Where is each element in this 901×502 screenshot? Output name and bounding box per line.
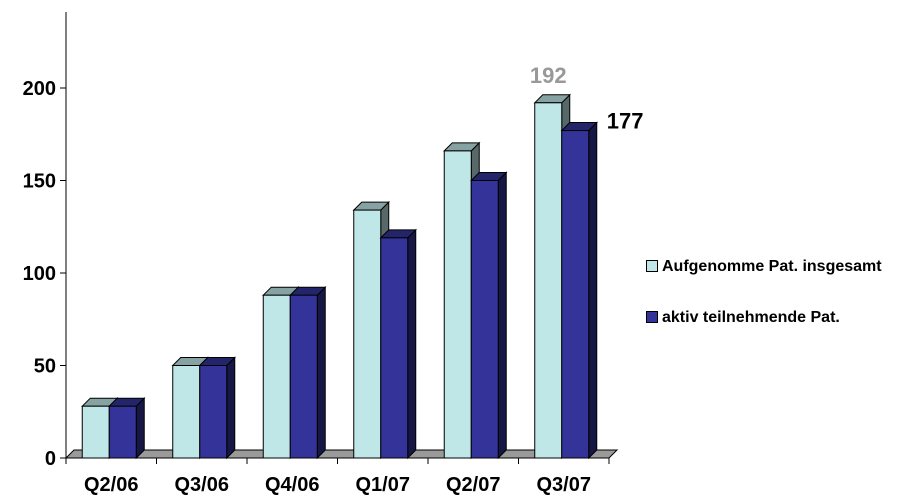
bar-front [289,294,318,459]
bar-front [262,294,291,459]
bar [289,285,327,460]
bar-front [561,130,590,459]
x-tick-label: Q4/06 [265,474,319,496]
y-tick-label: 0 [45,448,56,470]
x-tick-label: Q2/07 [446,474,500,496]
bar-side [316,285,326,460]
bar-side [226,356,236,460]
bar [108,396,146,460]
y-axis: 0 50 100 150 200 [23,12,67,470]
bar [470,171,508,460]
y-tick-label: 100 [23,263,56,285]
bar [379,228,417,460]
bar-front [534,102,563,459]
bar-side [497,171,507,460]
bar [560,121,598,460]
y-tick-label: 200 [23,78,56,100]
bar [443,141,481,460]
legend-swatch-aufgenomme [646,260,658,272]
legend-item-aktiv: aktiv teilnehmende Pat. [646,307,896,328]
bars [81,93,598,460]
bar-front [353,209,382,459]
legend-label-aktiv: aktiv teilnehmende Pat. [662,309,840,326]
y-tick-label: 50 [34,356,56,378]
x-tick-label: Q1/07 [356,474,410,496]
bar-side [588,121,598,460]
bar-front [81,405,110,459]
data-label: 177 [607,109,644,134]
x-tick-label: Q2/06 [84,474,138,496]
legend: Aufgenomme Pat. insgesamt aktiv teilnehm… [646,256,896,358]
bar-front [199,365,228,459]
x-tick-label: Q3/06 [175,474,229,496]
legend-item-aufgenomme: Aufgenomme Pat. insgesamt [646,256,896,277]
bar-front [172,365,201,459]
bar [198,356,236,460]
legend-label-aufgenomme: Aufgenomme Pat. insgesamt [662,258,882,275]
bar-side [407,228,417,460]
data-labels: 192 177 [530,63,644,134]
bar-front [108,405,137,459]
x-axis: Q2/06 Q3/06 Q4/06 Q1/07 Q2/07 Q3/07 [65,457,610,496]
bar-front [470,180,499,459]
bar-side [135,396,145,460]
data-label: 192 [530,63,567,88]
bar-front [443,150,472,459]
y-tick-label: 150 [23,171,56,193]
bar-front [380,237,409,459]
x-tick-label: Q3/07 [537,474,591,496]
legend-swatch-aktiv [646,311,658,323]
